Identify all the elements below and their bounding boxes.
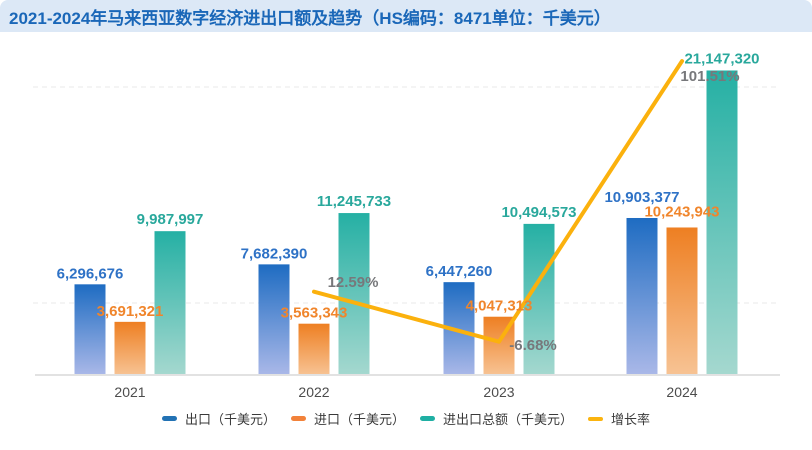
growth-line bbox=[312, 59, 684, 344]
growth-labels: 12.59% -6.68% 101.51% bbox=[328, 68, 740, 354]
bar-export-2024[interactable] bbox=[626, 217, 658, 375]
bar-value-label-export-2023: 6,447,260 bbox=[426, 263, 493, 280]
legend-marker-growth bbox=[588, 416, 604, 421]
bar-value-label-export-2022: 7,682,390 bbox=[241, 245, 308, 262]
bar-value-label-import-2024: 10,243,943 bbox=[644, 203, 719, 220]
page-title: 2021-2024年马来西亚数字经济进出口额及趋势（HS编码：8471单位：千美… bbox=[9, 8, 611, 28]
bar-export-2022[interactable] bbox=[258, 264, 290, 375]
bar-value-label-total-2021: 9,987,997 bbox=[137, 211, 204, 228]
legend-label-growth: 增长率 bbox=[611, 412, 651, 427]
legend-marker-import bbox=[290, 416, 306, 421]
bar-value-label-total-2024: 21,147,320 bbox=[684, 50, 759, 67]
value-labels: 6,296,676 3,691,321 9,987,997 7,682,390 3,56… bbox=[57, 50, 760, 321]
bar-value-label-export-2024: 10,903,377 bbox=[604, 189, 679, 206]
growth-rate-label-0: 12.59% bbox=[328, 274, 379, 291]
bar-import-2021[interactable] bbox=[114, 321, 146, 375]
growth-rate-label-1: -6.68% bbox=[509, 337, 557, 354]
bar-value-label-import-2022: 3,563,343 bbox=[281, 305, 348, 322]
bar-export-2021[interactable] bbox=[74, 284, 106, 375]
bar-value-label-import-2021: 3,691,321 bbox=[97, 303, 164, 320]
legend-label-total: 进出口总额（千美元） bbox=[443, 412, 574, 427]
legend-label-import: 进口（千美元） bbox=[313, 412, 405, 427]
bar-value-label-total-2023: 10,494,573 bbox=[501, 204, 576, 221]
growth-rate-label-2: 101.51% bbox=[680, 68, 739, 85]
legend-item-total[interactable]: 进出口总额（千美元） bbox=[420, 409, 573, 428]
growth-rate-line[interactable] bbox=[312, 59, 684, 344]
bar-import-2024[interactable] bbox=[666, 227, 698, 375]
bar-value-label-export-2021: 6,296,676 bbox=[57, 265, 124, 282]
bar-value-label-import-2023: 4,047,313 bbox=[466, 298, 533, 315]
bar-value-label-total-2022: 11,245,733 bbox=[317, 193, 391, 210]
x-axis-label-2022: 2022 bbox=[298, 384, 329, 400]
bar-total-2024[interactable] bbox=[706, 70, 738, 376]
legend-item-growth[interactable]: 增长率 bbox=[588, 409, 650, 428]
x-axis-label-2024: 2024 bbox=[666, 384, 697, 400]
legend-item-import[interactable]: 进口（千美元） bbox=[290, 409, 405, 428]
bar-total-2021[interactable] bbox=[154, 231, 186, 375]
x-axis-label-2021: 2021 bbox=[114, 384, 145, 400]
legend-marker-total bbox=[420, 416, 435, 421]
legend: 出口（千美元） 进口（千美元） 进出口总额（千美元） 增长率 bbox=[0, 409, 812, 428]
legend-marker-export bbox=[161, 416, 177, 421]
x-axis: 2021 2022 2023 2024 bbox=[35, 374, 780, 400]
legend-item-export[interactable]: 出口（千美元） bbox=[161, 409, 276, 428]
title-bar: 2021-2024年马来西亚数字经济进出口额及趋势（HS编码：8471单位：千美… bbox=[0, 0, 812, 32]
x-axis-label-2023: 2023 bbox=[483, 384, 514, 400]
legend-label-export: 出口（千美元） bbox=[184, 412, 276, 427]
bar-import-2022[interactable] bbox=[298, 323, 330, 375]
bar-total-2022[interactable] bbox=[338, 213, 370, 375]
